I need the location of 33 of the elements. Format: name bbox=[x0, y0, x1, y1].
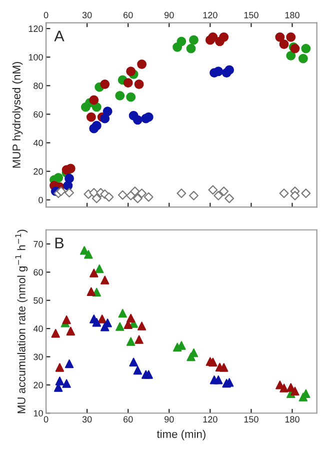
x-tick-label: 150 bbox=[244, 12, 258, 18]
y-tick-label: 20 bbox=[34, 168, 43, 175]
annotation: B bbox=[55, 238, 64, 248]
y-tick-label: 30 bbox=[34, 354, 43, 360]
x-tick-label: 120 bbox=[203, 416, 218, 423]
x-tick-label: 0 bbox=[44, 12, 48, 18]
x-tick-label: 120 bbox=[203, 12, 218, 18]
x-tick-label: 180 bbox=[285, 12, 300, 18]
y-axis-title: MU accumulation rate (nmol g$^{−1}$ h$^{−1}$) bbox=[15, 230, 28, 414]
y-tick-label: 10 bbox=[34, 410, 43, 416]
annotation: A bbox=[54, 30, 64, 42]
y-axis-title: MUP hydrolysed (nM) bbox=[12, 62, 23, 168]
x-tick-label: 60 bbox=[124, 416, 133, 423]
y-tick-label: 80 bbox=[34, 82, 43, 90]
y-tick-label: 0 bbox=[38, 196, 43, 204]
x-tick-label: 0 bbox=[44, 416, 48, 423]
y-tick-label: 120 bbox=[28, 26, 43, 32]
x-tick-label: 150 bbox=[244, 416, 258, 423]
y-tick-label: 100 bbox=[28, 54, 43, 60]
y-tick-label: 60 bbox=[34, 269, 43, 276]
y-tick-label: 40 bbox=[33, 140, 43, 146]
y-tick-label: 50 bbox=[34, 297, 43, 304]
x-tick-label: 90 bbox=[164, 12, 174, 18]
x-tick-label: 180 bbox=[285, 416, 300, 423]
y-tick-label: 20 bbox=[34, 382, 43, 388]
y-tick-label: 40 bbox=[33, 326, 43, 332]
y-tick-label: 60 bbox=[34, 111, 43, 118]
x-axis-title: time (min) bbox=[156, 430, 206, 440]
y-tick-label: 70 bbox=[34, 240, 43, 248]
x-tick-label: 30 bbox=[82, 12, 92, 18]
x-tick-label: 60 bbox=[124, 12, 133, 18]
x-tick-label: 90 bbox=[164, 416, 174, 423]
x-tick-label: 30 bbox=[82, 416, 92, 423]
